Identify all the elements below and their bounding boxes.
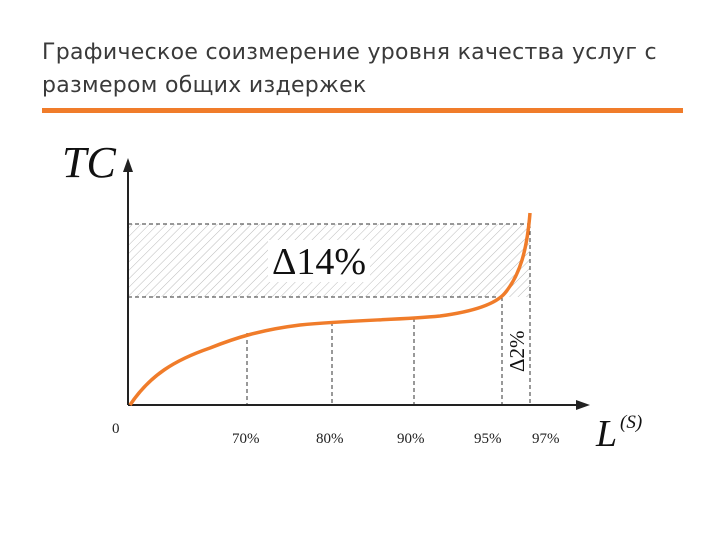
x-arrow [576,400,590,410]
x-axis-label: L [595,413,617,455]
x-tick-label: 95% [474,431,502,447]
cost-curve [128,212,532,406]
annotation: Δ14% [272,241,366,283]
slide-title: Графическое соизмерение уровня качества … [42,40,657,98]
x-tick-label: 70% [232,431,260,447]
title-underline [42,108,683,113]
origin-label: 0 [112,421,120,437]
y-axis-label: TC [62,138,116,187]
annotation-background [268,240,370,282]
x-tick-label: 97% [532,431,560,447]
x-axis-superscript: (S) [620,412,642,433]
axes [127,165,582,406]
x-tick-label: 80% [316,431,344,447]
guide-lines [128,223,531,405]
x-tick-label: 90% [397,431,425,447]
y-arrow [123,158,133,172]
annotation: Δ2% [505,331,529,373]
